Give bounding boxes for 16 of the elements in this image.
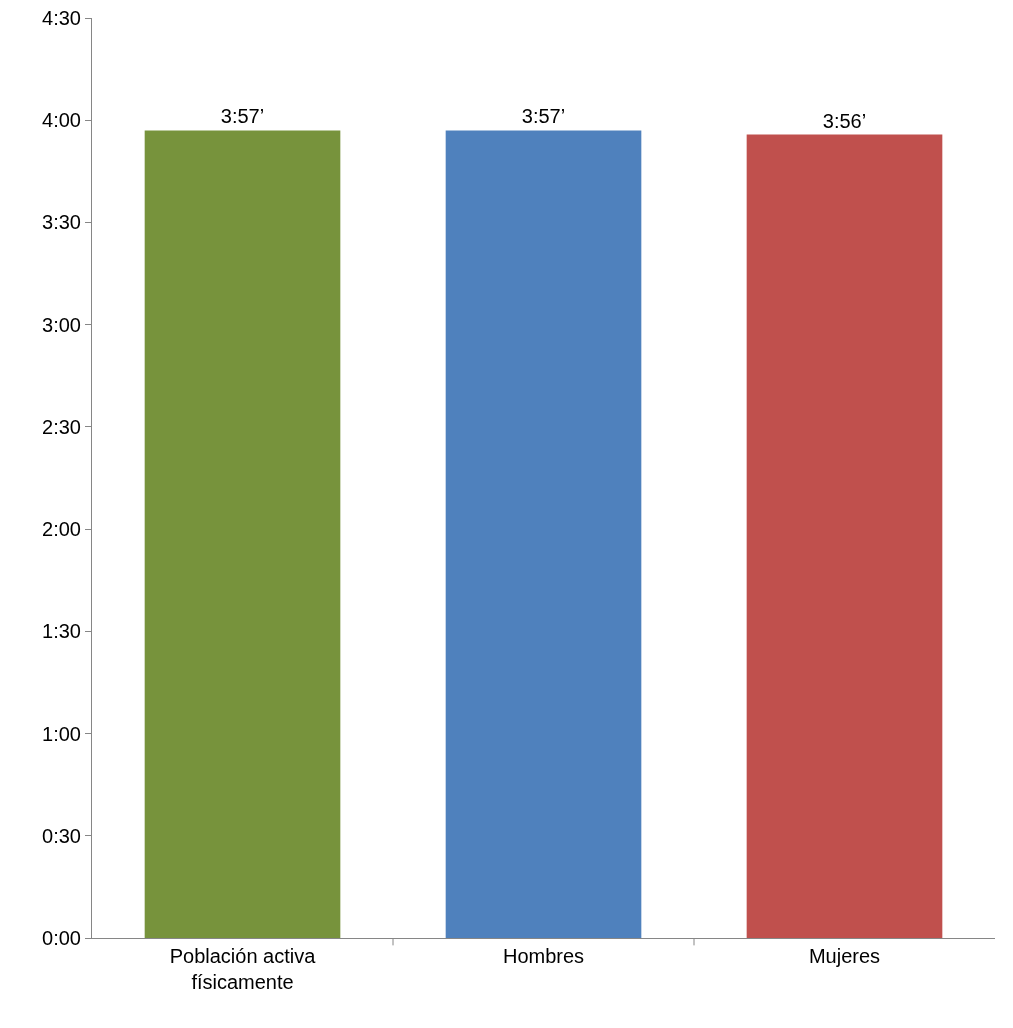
y-tick-label: 1:30 [42,620,81,643]
data-label: 3:57’ [521,105,566,128]
x-tick-label: Hombres [502,945,585,967]
y-tick-label: 4:00 [42,109,81,132]
y-tick-label: 3:30 [42,211,81,234]
y-tick-label: 2:30 [42,415,81,438]
x-tick-label: Población activa físicamente [169,945,317,993]
y-tick-label: 3:00 [42,313,81,336]
data-label: 3:57’ [220,105,265,128]
y-tick-label: 1:00 [42,722,81,745]
y-tick-label: 0:00 [42,927,81,949]
data-label: 3:56’ [822,109,867,132]
y-tick-label: 4:30 [42,7,81,29]
y-tick-label: 2:00 [42,518,81,541]
y-tick-label: 0:30 [42,824,81,847]
x-tick-label: Mujeres [808,945,881,967]
